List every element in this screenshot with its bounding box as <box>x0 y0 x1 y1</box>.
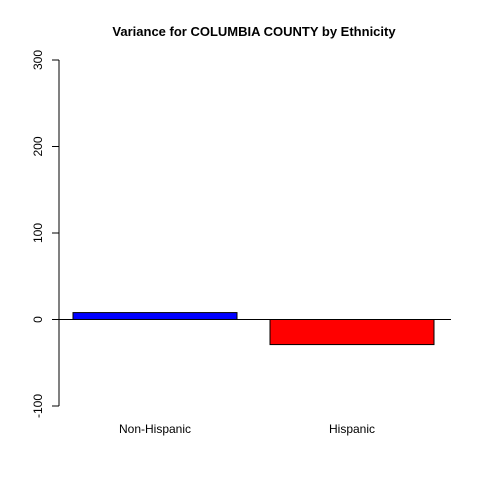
bar-non-hispanic <box>72 312 238 320</box>
x-category-label: Hispanic <box>329 422 375 436</box>
x-axis-labels: Non-Hispanic Hispanic <box>119 422 375 436</box>
chart-title: Variance for COLUMBIA COUNTY by Ethnicit… <box>112 24 396 39</box>
y-tick-label: -100 <box>31 394 45 418</box>
y-tick-label: 300 <box>31 50 45 70</box>
y-tick-label: 100 <box>31 223 45 243</box>
y-axis: -100 0 100 200 300 <box>31 50 60 418</box>
x-category-label: Non-Hispanic <box>119 422 191 436</box>
y-tick-label: 0 <box>31 316 45 323</box>
y-tick-label: 200 <box>31 136 45 156</box>
bars <box>72 312 435 346</box>
bar-hispanic <box>269 319 435 346</box>
